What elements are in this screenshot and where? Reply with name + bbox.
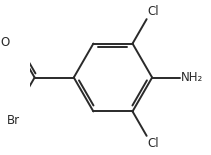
Text: Br: Br (7, 114, 20, 127)
Text: O: O (1, 36, 10, 49)
Text: Cl: Cl (147, 5, 159, 18)
Text: Cl: Cl (147, 137, 159, 150)
Text: NH₂: NH₂ (181, 71, 203, 84)
